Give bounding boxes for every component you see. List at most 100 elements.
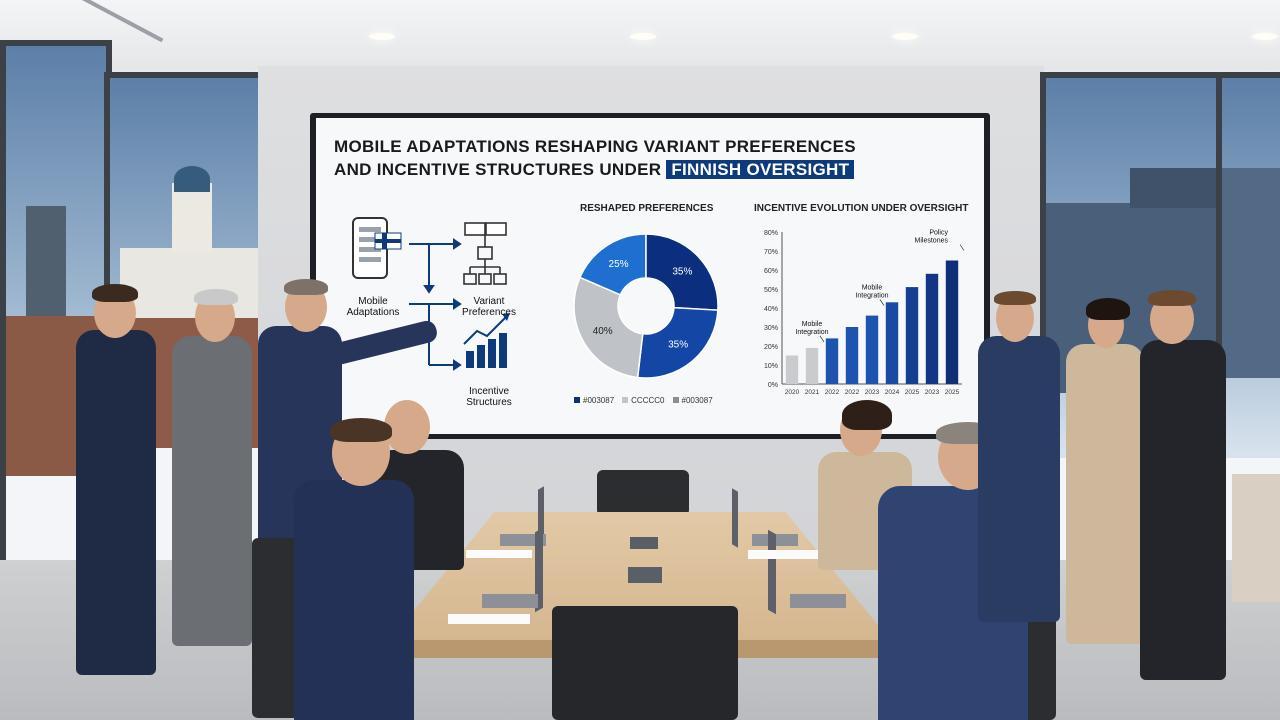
y-tick-label: 40% xyxy=(764,306,778,313)
person-hair xyxy=(842,400,892,430)
x-tick-label: 2022 xyxy=(825,389,840,396)
legend-label: CCCCC0 xyxy=(631,396,665,405)
laptop xyxy=(482,594,538,608)
x-tick-label: 2020 xyxy=(785,389,800,396)
bar-annotation: Mobile xyxy=(862,285,883,292)
person-standing-4 xyxy=(1066,344,1144,644)
person-hair xyxy=(1148,290,1196,306)
presentation-slide: MOBILE ADAPTATIONS RESHAPING VARIANT PRE… xyxy=(316,118,984,434)
person-hair xyxy=(994,291,1036,305)
y-tick-label: 20% xyxy=(764,344,778,351)
legend-item: #003087 xyxy=(574,390,614,408)
y-tick-label: 60% xyxy=(764,268,778,275)
donut-slice-label: 35% xyxy=(668,339,688,350)
side-cabinet xyxy=(1232,474,1280,602)
slide-title-prefix: AND INCENTIVE STRUCTURES UNDER xyxy=(334,160,662,179)
ceiling-light xyxy=(892,33,918,40)
person-head xyxy=(384,400,430,454)
arrow-icon xyxy=(409,238,462,371)
bar-annotation: Policy xyxy=(929,230,948,237)
person-standing-5 xyxy=(1140,340,1226,680)
paper xyxy=(748,550,832,559)
x-tick-label: 2021 xyxy=(805,389,820,396)
chair-back xyxy=(597,470,689,516)
donut-slice-label: 40% xyxy=(593,326,613,337)
annotation-pointer xyxy=(819,335,825,343)
bar xyxy=(845,327,859,384)
x-tick-label: 2022 xyxy=(845,389,860,396)
bar-chart-title: INCENTIVE EVOLUTION UNDER OVERSIGHT xyxy=(754,203,969,214)
table-outlet xyxy=(630,537,658,549)
bar xyxy=(805,347,819,384)
laptop xyxy=(500,534,546,546)
ceiling-light xyxy=(369,33,395,40)
bar xyxy=(925,273,939,384)
slide-title-line1: MOBILE ADAPTATIONS RESHAPING VARIANT PRE… xyxy=(334,137,856,156)
person-hair xyxy=(194,289,238,305)
legend-item: CCCCC0 xyxy=(622,390,665,408)
y-tick-label: 50% xyxy=(764,287,778,294)
x-tick-label: 2023 xyxy=(865,389,880,396)
y-tick-label: 10% xyxy=(764,363,778,370)
bar-annotation: Milestones xyxy=(915,238,949,245)
node-mobile-adaptations: Mobile Adaptations xyxy=(346,296,400,318)
slide-title-highlight: FINNISH OVERSIGHT xyxy=(666,160,855,179)
donut-slice xyxy=(573,276,644,379)
bar-annotation: Integration xyxy=(855,293,888,300)
growth-chart-icon xyxy=(463,313,510,368)
legend-swatch xyxy=(574,397,580,403)
ceiling-light xyxy=(1252,33,1278,40)
legend-swatch xyxy=(672,397,679,403)
legend-item: #003087 xyxy=(672,390,713,408)
laptop xyxy=(790,594,846,608)
bar xyxy=(885,302,899,384)
y-tick-label: 30% xyxy=(764,325,778,332)
bar-chart: 0% 10% 20% 30% 40% 50% 60% 70% 80% 2020 2021 2022 20… xyxy=(764,230,965,396)
x-tick-label: 2024 xyxy=(885,389,900,396)
legend-label: #003087 xyxy=(583,396,615,405)
bar xyxy=(905,287,919,384)
donut-chart: 25% 35% 35% 40% xyxy=(573,233,719,379)
laptop xyxy=(732,488,738,548)
legend-label: #003087 xyxy=(681,396,713,405)
donut-slice-label: 35% xyxy=(672,267,692,278)
x-tick-label: 2023 xyxy=(925,389,940,396)
y-tick-label: 80% xyxy=(764,230,778,237)
finnish-flag-icon xyxy=(374,232,402,250)
chair-foreground xyxy=(552,606,738,720)
bar xyxy=(785,355,799,384)
person-standing-1 xyxy=(76,330,156,675)
slide-title-line2: AND INCENTIVE STRUCTURES UNDER FINNISH O… xyxy=(334,160,855,180)
donut-slice-label: 25% xyxy=(609,259,629,270)
y-tick-label: 0% xyxy=(768,382,778,389)
hierarchy-icon xyxy=(463,222,507,285)
person-hair xyxy=(284,279,328,295)
person-seated-2 xyxy=(294,480,414,720)
person-standing-3 xyxy=(978,336,1060,622)
annotation-pointer xyxy=(959,244,965,251)
annotation-pointer xyxy=(879,299,885,306)
person-hair xyxy=(92,284,138,302)
flow-diagram xyxy=(352,217,510,371)
y-tick-label: 70% xyxy=(764,249,778,256)
person-hair xyxy=(330,418,392,442)
bar xyxy=(945,260,959,384)
table-outlet xyxy=(628,567,662,583)
ceiling-light xyxy=(630,33,656,40)
person-hair xyxy=(1086,298,1130,320)
legend-swatch xyxy=(622,397,629,403)
donut-slice xyxy=(636,306,719,379)
bar-annotation: Integration xyxy=(795,329,828,336)
person-standing-2 xyxy=(172,336,252,646)
laptop xyxy=(768,529,776,615)
x-tick-label: 2025 xyxy=(905,389,920,396)
bar xyxy=(865,315,879,384)
bar-annotation: Mobile xyxy=(802,321,823,328)
x-tick-label: 2025 xyxy=(945,389,960,396)
bar xyxy=(825,338,839,384)
donut-slice xyxy=(645,233,719,311)
node-incentive-structures: Incentive Structures xyxy=(466,386,512,408)
donut-legend: #003087 CCCCC0 #003087 xyxy=(574,390,734,405)
paper xyxy=(466,550,532,558)
paper xyxy=(448,614,530,624)
